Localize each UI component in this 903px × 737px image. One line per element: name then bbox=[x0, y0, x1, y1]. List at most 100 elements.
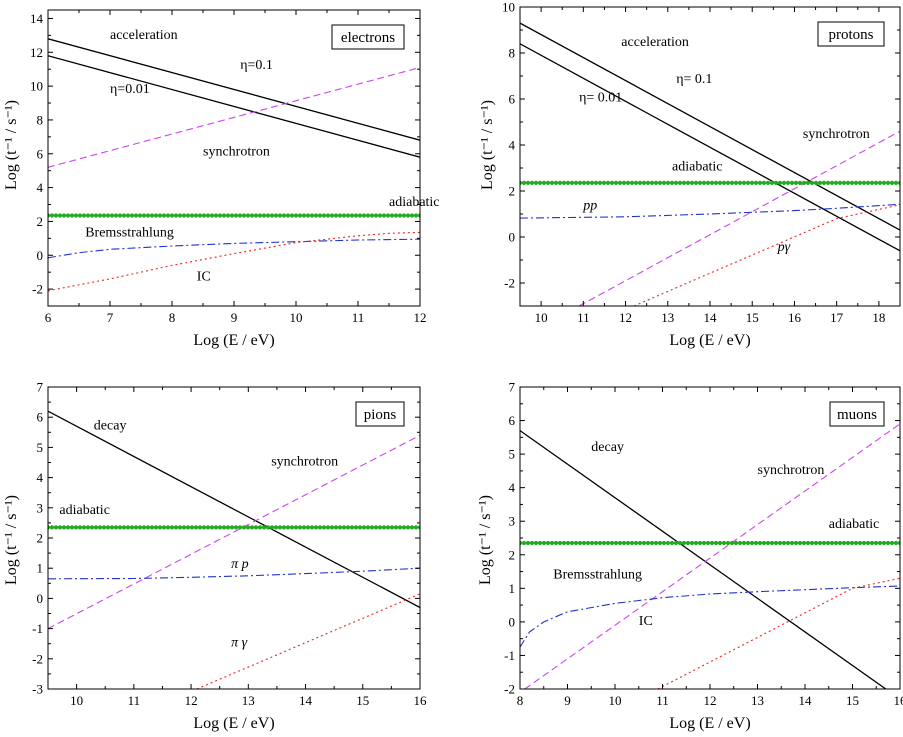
legend-box bbox=[829, 401, 885, 427]
adiabatic-point bbox=[413, 213, 419, 218]
adiabatic-point bbox=[617, 540, 623, 546]
y-tick-label: 5 bbox=[37, 440, 44, 455]
adiabatic-point bbox=[253, 525, 259, 530]
adiabatic-point bbox=[649, 180, 655, 185]
legend-label: electrons bbox=[341, 30, 395, 46]
adiabatic-point bbox=[185, 213, 191, 218]
adiabatic-point bbox=[153, 213, 159, 218]
adiabatic-point bbox=[689, 540, 695, 546]
adiabatic-point bbox=[761, 180, 767, 185]
y-tick-label: 3 bbox=[509, 514, 516, 529]
adiabatic-point bbox=[545, 180, 551, 185]
annotation-0-01: η=0.01 bbox=[110, 82, 150, 97]
adiabatic-point bbox=[281, 525, 287, 530]
adiabatic-point bbox=[717, 180, 723, 185]
adiabatic-point bbox=[93, 525, 99, 530]
adiabatic-point bbox=[769, 540, 775, 546]
adiabatic-point bbox=[637, 180, 643, 185]
adiabatic-point bbox=[121, 213, 127, 218]
y-tick-label: -1 bbox=[504, 648, 515, 663]
adiabatic-point bbox=[121, 525, 127, 530]
adiabatic-point bbox=[697, 180, 703, 185]
adiabatic-point bbox=[753, 180, 759, 185]
adiabatic-point bbox=[665, 180, 671, 185]
adiabatic-point bbox=[117, 525, 123, 530]
x-tick-label: 10 bbox=[290, 310, 303, 325]
adiabatic-point bbox=[693, 540, 699, 546]
adiabatic-point bbox=[249, 213, 255, 218]
adiabatic-point bbox=[105, 525, 111, 530]
y-tick-label: 2 bbox=[509, 184, 516, 199]
adiabatic-point bbox=[149, 525, 155, 530]
adiabatic-point bbox=[277, 213, 283, 218]
adiabatic-point bbox=[817, 540, 823, 546]
adiabatic-point bbox=[520, 540, 523, 546]
adiabatic-point bbox=[785, 540, 791, 546]
adiabatic-point bbox=[125, 213, 131, 218]
adiabatic-point bbox=[857, 180, 863, 185]
adiabatic-point bbox=[809, 180, 815, 185]
adiabatic-point bbox=[225, 213, 231, 218]
adiabatic-point bbox=[793, 540, 799, 546]
annotation-item: π γ bbox=[231, 636, 248, 651]
x-tick-label: 16 bbox=[894, 693, 903, 708]
adiabatic-point bbox=[601, 540, 607, 546]
x-axis-title: Log (E / eV) bbox=[669, 715, 750, 732]
adiabatic-point bbox=[205, 213, 211, 218]
adiabatic-point bbox=[321, 213, 327, 218]
legend-box bbox=[817, 21, 885, 47]
adiabatic-point bbox=[289, 213, 295, 218]
adiabatic-point bbox=[565, 180, 571, 185]
adiabatic-point bbox=[701, 180, 707, 185]
adiabatic-point bbox=[53, 213, 59, 218]
adiabatic-point bbox=[545, 540, 551, 546]
adiabatic-point bbox=[157, 213, 163, 218]
adiabatic-point bbox=[93, 213, 99, 218]
x-axis-title: Log (E / eV) bbox=[193, 715, 274, 732]
adiabatic-point bbox=[633, 540, 639, 546]
adiabatic-point bbox=[525, 180, 531, 185]
y-tick-label: -2 bbox=[504, 682, 515, 697]
adiabatic-point bbox=[369, 213, 375, 218]
adiabatic-point bbox=[133, 525, 139, 530]
adiabatic-point bbox=[873, 180, 879, 185]
legend-box bbox=[355, 401, 405, 427]
series-acceleration-0-01 bbox=[48, 55, 420, 158]
adiabatic-point bbox=[889, 540, 895, 546]
x-axis-title: Log (E / eV) bbox=[193, 332, 274, 349]
adiabatic-point bbox=[833, 540, 839, 546]
annotation-bremsstrahlung: Bremsstrahlung bbox=[553, 567, 642, 582]
adiabatic-point bbox=[633, 180, 639, 185]
adiabatic-point bbox=[221, 525, 227, 530]
adiabatic-point bbox=[773, 540, 779, 546]
adiabatic-point bbox=[101, 525, 107, 530]
adiabatic-point bbox=[685, 540, 691, 546]
adiabatic-point bbox=[725, 540, 731, 546]
adiabatic-point bbox=[77, 525, 83, 530]
adiabatic-point bbox=[261, 213, 267, 218]
adiabatic-point bbox=[109, 525, 115, 530]
y-tick-label: 10 bbox=[30, 79, 43, 94]
y-tick-label: 0 bbox=[509, 614, 516, 629]
plot-frame bbox=[519, 386, 901, 690]
adiabatic-point bbox=[305, 525, 311, 530]
adiabatic-point bbox=[673, 540, 679, 546]
series-group bbox=[48, 38, 420, 292]
series-acceleration-0-01 bbox=[520, 43, 900, 252]
adiabatic-point bbox=[257, 525, 263, 530]
y-tick-label: 6 bbox=[509, 92, 516, 107]
adiabatic-point bbox=[709, 180, 715, 185]
adiabatic-point bbox=[85, 525, 91, 530]
adiabatic-point bbox=[133, 213, 139, 218]
adiabatic-point bbox=[781, 540, 787, 546]
x-tick-label: 11 bbox=[656, 693, 669, 708]
adiabatic-point bbox=[777, 540, 783, 546]
adiabatic-point bbox=[49, 525, 55, 530]
adiabatic-point bbox=[181, 525, 187, 530]
adiabatic-point bbox=[213, 213, 219, 218]
adiabatic-point bbox=[301, 525, 307, 530]
adiabatic-point bbox=[89, 213, 95, 218]
annotation-ic: IC bbox=[639, 614, 653, 629]
x-tick-label: 12 bbox=[619, 310, 632, 325]
